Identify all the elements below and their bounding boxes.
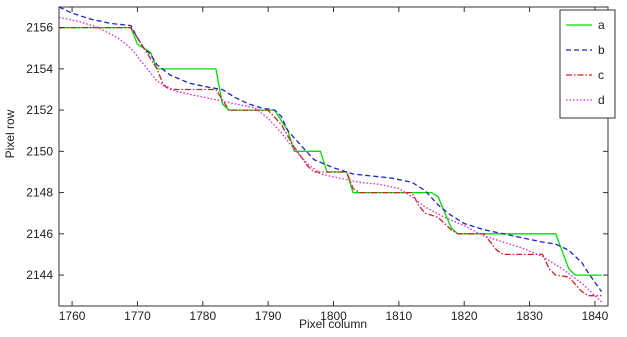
x-tick-label: 1770 (124, 309, 151, 323)
y-tick-label: 2144 (26, 268, 53, 282)
series-line-a (59, 26, 602, 276)
legend-label-a: a (598, 18, 605, 32)
series-line-d (58, 16, 602, 303)
series-line-c (59, 26, 602, 297)
x-tick-label: 1810 (386, 309, 413, 323)
legend-label-d: d (598, 93, 605, 107)
axes-frame (58, 6, 609, 307)
x-tick-label: 1840 (582, 309, 609, 323)
y-tick-label: 2146 (26, 227, 53, 241)
x-tick-label: 1800 (320, 309, 347, 323)
y-tick-label: 2154 (26, 62, 53, 76)
x-tick-label: 1830 (516, 309, 543, 323)
plot-area (58, 6, 603, 303)
x-tick-label: 1790 (255, 309, 282, 323)
x-tick-label: 1760 (59, 309, 86, 323)
series-line-b (58, 6, 603, 292)
y-tick-label: 2152 (26, 103, 53, 117)
x-axis-label: Pixel column (299, 317, 367, 331)
y-axis-label: Pixel row (3, 109, 17, 158)
y-tick-label: 2156 (26, 21, 53, 35)
y-tick-label: 2150 (26, 144, 53, 158)
legend-box (559, 9, 616, 119)
axes: 1760 1770 1780 1790 1800 1810 1820 1830 1840 2144… (26, 6, 609, 323)
x-tick-label: 1780 (189, 309, 216, 323)
legend-label-c: c (598, 68, 604, 82)
x-tick-label: 1820 (451, 309, 478, 323)
legend-label-b: b (598, 43, 605, 57)
y-tick-label: 2148 (26, 186, 53, 200)
